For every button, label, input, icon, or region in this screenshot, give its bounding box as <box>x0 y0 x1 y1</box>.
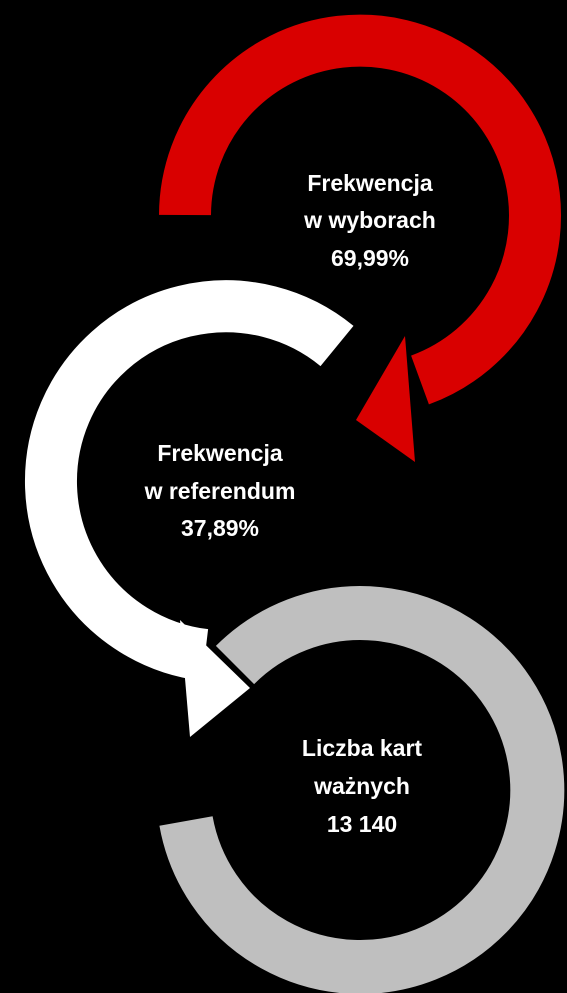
red-ring <box>159 14 561 405</box>
label-line: 13 140 <box>327 811 397 837</box>
label-line: ważnych <box>313 773 410 799</box>
node-3-label: Liczba kart ważnych 13 140 <box>302 735 422 837</box>
label-line: Frekwencja <box>307 170 432 196</box>
node-2-label: Frekwencja w referendum 37,89% <box>144 440 296 541</box>
white-arrowhead <box>180 620 250 737</box>
gray-ring <box>159 586 565 993</box>
label-line: 37,89% <box>181 515 259 541</box>
label-line: 69,99% <box>331 245 409 271</box>
label-line: Frekwencja <box>157 440 282 466</box>
label-line: Liczba kart <box>302 735 422 761</box>
node-1-label: Frekwencja w wyborach 69,99% <box>303 170 436 271</box>
label-line: w referendum <box>144 478 296 504</box>
red-arrowhead <box>356 336 415 462</box>
label-line: w wyborach <box>303 207 436 233</box>
white-ring <box>24 280 354 681</box>
